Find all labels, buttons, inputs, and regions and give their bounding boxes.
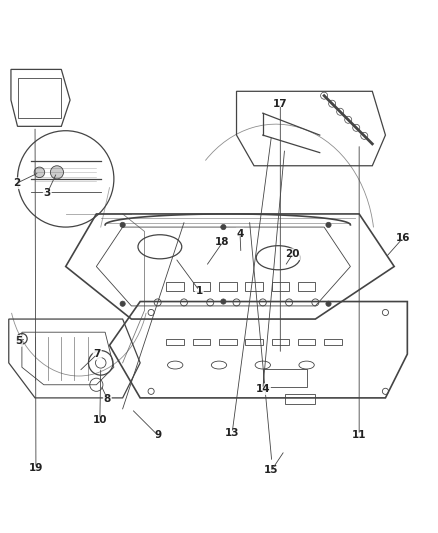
Text: 2: 2 [13, 178, 20, 188]
Bar [272, 282, 289, 290]
Bar [166, 282, 184, 290]
Text: 11: 11 [352, 430, 367, 440]
Bar [166, 339, 184, 345]
Text: 9: 9 [154, 430, 161, 440]
Text: 16: 16 [396, 233, 410, 243]
Text: 17: 17 [273, 100, 288, 109]
Text: 10: 10 [92, 415, 107, 425]
Text: 13: 13 [225, 428, 240, 438]
Circle shape [221, 299, 226, 304]
Bar [272, 339, 289, 345]
Circle shape [120, 301, 125, 306]
Text: 7: 7 [94, 349, 101, 359]
Bar [298, 282, 315, 290]
Bar [219, 282, 237, 290]
Bar [324, 339, 342, 345]
Text: 15: 15 [264, 465, 279, 475]
Bar [193, 282, 210, 290]
Bar [245, 339, 263, 345]
Bar [245, 282, 263, 290]
Text: 5: 5 [15, 336, 22, 346]
Text: 4: 4 [237, 229, 244, 239]
Text: 18: 18 [215, 237, 230, 247]
Bar [285, 393, 315, 405]
Bar [263, 369, 307, 387]
Circle shape [50, 166, 64, 179]
Bar [18, 78, 61, 118]
Bar [193, 339, 210, 345]
Circle shape [120, 222, 125, 228]
Text: 20: 20 [285, 249, 300, 259]
Circle shape [34, 167, 45, 177]
Text: 14: 14 [255, 384, 270, 394]
Bar [298, 339, 315, 345]
Text: 19: 19 [29, 463, 43, 473]
Text: 3: 3 [44, 188, 51, 198]
Circle shape [326, 222, 331, 228]
Circle shape [221, 224, 226, 230]
Text: 1: 1 [196, 286, 203, 296]
Text: 8: 8 [104, 394, 111, 404]
Circle shape [326, 301, 331, 306]
Bar [219, 339, 237, 345]
